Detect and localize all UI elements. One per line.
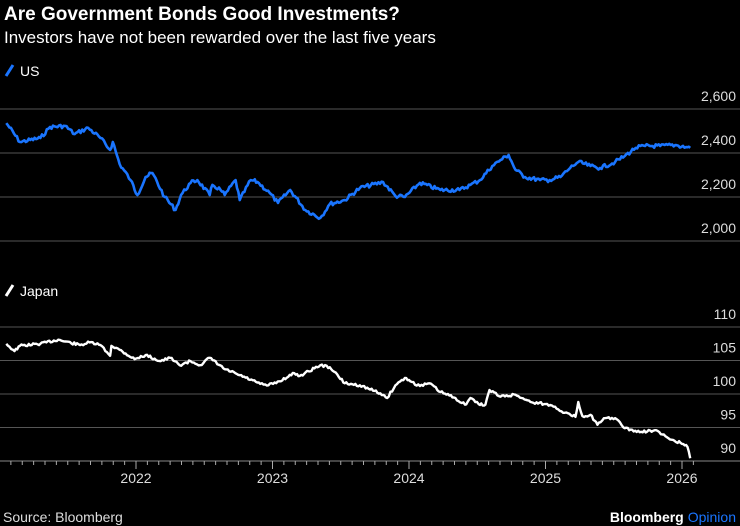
us-ytick-label: 2,400 <box>701 132 736 148</box>
us-series-line <box>5 122 692 221</box>
japan-ytick-label: 100 <box>713 373 737 389</box>
japan-series-line <box>5 338 692 459</box>
us-ytick-label: 2,000 <box>701 220 736 236</box>
legend-us-swatch-icon <box>4 64 15 77</box>
us-gridlines: 2,000 2,200 2,400 2,600 <box>0 88 740 242</box>
japan-ytick-label: 90 <box>720 440 736 456</box>
x-tick-label: 2026 <box>666 470 697 486</box>
japan-ytick-label: 95 <box>720 407 736 423</box>
source-note: Source: Bloomberg <box>3 509 123 525</box>
logo-accent: Opinion <box>688 509 736 525</box>
legend-japan-label: Japan <box>20 283 58 299</box>
x-tick-label: 2022 <box>120 470 151 486</box>
x-tick-label: 2024 <box>393 470 424 486</box>
x-tick-label: 2025 <box>530 470 561 486</box>
bloomberg-opinion-logo: Bloomberg Opinion <box>610 509 736 525</box>
japan-ytick-label: 110 <box>714 306 737 322</box>
legend-japan: Japan <box>4 283 58 299</box>
x-tick-label: 2023 <box>257 470 288 486</box>
x-axis: 2022 2023 2024 2025 2026 <box>0 460 740 486</box>
japan-gridlines: 90 95 100 105 110 <box>0 306 740 462</box>
legend-us-label: US <box>20 63 39 79</box>
japan-ytick-label: 105 <box>713 340 737 356</box>
chart-subtitle: Investors have not been rewarded over th… <box>4 28 436 47</box>
logo-brand: Bloomberg <box>610 509 684 525</box>
legend-japan-swatch-icon <box>4 284 15 297</box>
legend-us: US <box>4 63 39 79</box>
us-ytick-label: 2,200 <box>701 176 736 192</box>
chart-title: Are Government Bonds Good Investments? <box>4 4 400 25</box>
us-ytick-label: 2,600 <box>701 88 736 104</box>
